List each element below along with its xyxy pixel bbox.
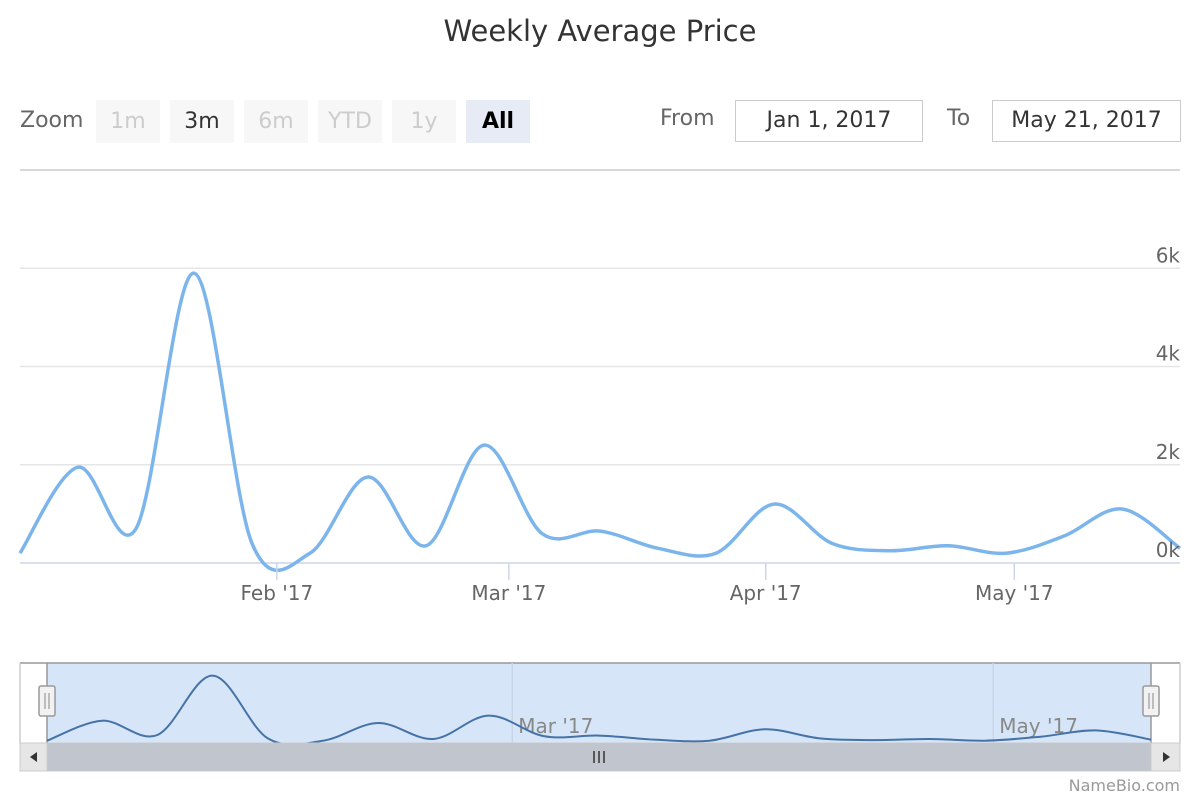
y-tick-label: 6k — [1156, 243, 1181, 267]
scroll-left-button[interactable] — [19, 742, 48, 772]
series-line[interactable] — [18, 271, 1182, 572]
grid-lines — [20, 169, 1180, 564]
navigator-tick-label: Mar '17 — [518, 714, 593, 738]
x-tick-label: May '17 — [975, 581, 1054, 605]
chart-title: Weekly Average Price — [443, 14, 757, 48]
navigator-mask[interactable] — [47, 663, 1151, 743]
main-series — [18, 271, 1182, 572]
y-tick-label: 4k — [1156, 342, 1181, 366]
x-tick-label: Feb '17 — [240, 581, 313, 605]
arrow-left-icon — [30, 752, 37, 762]
x-tick-label: Mar '17 — [471, 581, 546, 605]
to-date-input[interactable]: May 21, 2017 — [992, 100, 1181, 142]
arrow-right-icon — [1163, 752, 1170, 762]
zoom-label: Zoom — [20, 108, 84, 133]
navigator-handle-right[interactable] — [1142, 685, 1160, 717]
y-tick-label: 0k — [1156, 538, 1181, 562]
zoom-button-6m[interactable]: 6m — [244, 100, 308, 143]
zoom-button-1y[interactable]: 1y — [392, 100, 456, 143]
navigator-series — [46, 674, 1152, 746]
x-tick-label: Apr '17 — [730, 581, 802, 605]
scroll-right-button[interactable] — [1150, 742, 1181, 772]
credits-text[interactable]: NameBio.com — [1069, 776, 1180, 795]
navigator[interactable]: Mar '17 May '17 — [19, 662, 1181, 746]
navigator-tick-label: May '17 — [999, 714, 1078, 738]
scrollbar[interactable] — [19, 742, 1181, 772]
y-axis-ticks: 0k 2k 4k 6k — [1156, 243, 1181, 562]
y-tick-label: 2k — [1156, 440, 1181, 464]
zoom-button-all[interactable]: All — [466, 100, 530, 143]
zoom-button-3m[interactable]: 3m — [170, 100, 234, 143]
zoom-button-ytd[interactable]: YTD — [318, 100, 382, 143]
zoom-button-1m[interactable]: 1m — [96, 100, 160, 143]
from-date-input[interactable]: Jan 1, 2017 — [735, 100, 923, 142]
to-label: To — [947, 106, 971, 131]
x-axis-ticks: Feb '17 Mar '17 Apr '17 May '17 — [240, 563, 1054, 605]
navigator-handle-left[interactable] — [38, 685, 56, 717]
from-label: From — [660, 106, 715, 131]
